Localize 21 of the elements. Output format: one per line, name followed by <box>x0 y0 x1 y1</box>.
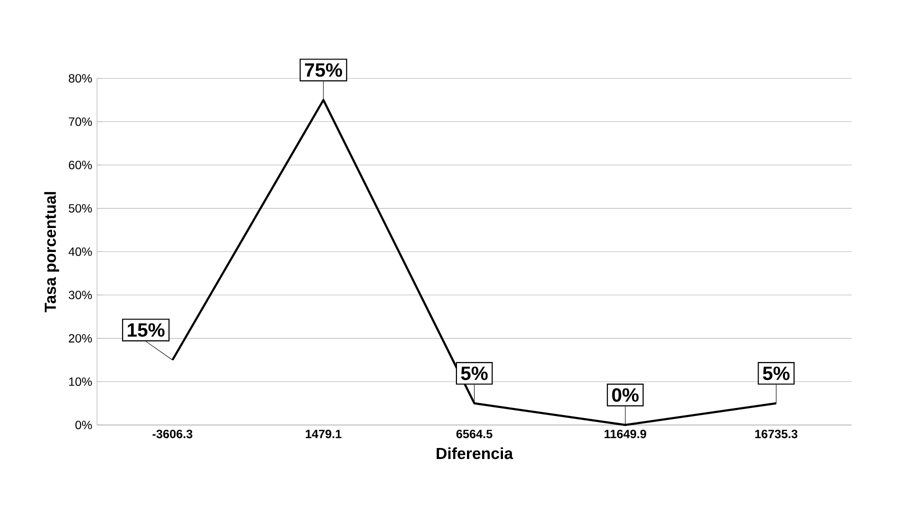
y-tick-label: 10% <box>69 377 92 386</box>
y-tick-label: 80% <box>68 74 92 83</box>
y-tick-label: 20% <box>68 334 92 343</box>
data-label: 75% <box>305 63 342 77</box>
y-tick-label: 40% <box>68 247 92 256</box>
y-tick-label: 30% <box>68 290 92 300</box>
x-axis-title: Diferencia <box>436 447 514 460</box>
data-label: 5% <box>461 366 488 380</box>
data-label: 0% <box>612 388 639 402</box>
y-tick-label: 70% <box>68 117 92 126</box>
y-tick-label: 50% <box>68 204 92 213</box>
y-tick-label: 0% <box>75 420 92 430</box>
y-axis-title: Tasa porcentual <box>44 192 60 312</box>
y-tick-label: 60% <box>68 160 92 170</box>
data-label: 5% <box>762 366 790 380</box>
data-label: 15% <box>128 323 165 337</box>
x-tick-label: 6564.5 <box>456 430 492 438</box>
x-tick-label: 11649.9 <box>604 430 646 438</box>
x-tick-label: 16735.3 <box>755 430 798 438</box>
x-tick-label: 1479.1 <box>306 430 342 438</box>
x-tick-label: -3606.3 <box>152 430 192 438</box>
